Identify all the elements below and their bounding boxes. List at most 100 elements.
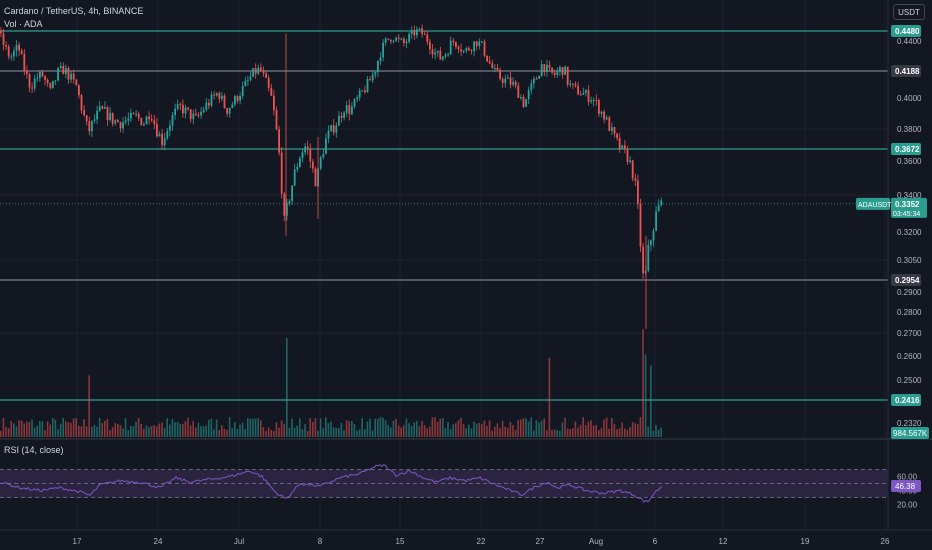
currency-button[interactable]: USDT: [893, 4, 925, 20]
volume-bar: [533, 430, 535, 437]
candle-body: [2, 33, 5, 46]
candle: [444, 52, 447, 59]
price-level-label[interactable]: 0.4188: [891, 65, 921, 77]
candle-body: [114, 120, 117, 124]
candle: [278, 125, 280, 156]
candle: [564, 65, 566, 75]
volume-bar: [540, 420, 543, 437]
price-level-label[interactable]: 0.4480: [891, 25, 921, 37]
candle: [54, 80, 57, 85]
volume-bar: [483, 420, 486, 437]
candle: [543, 63, 546, 77]
candle: [660, 197, 663, 207]
volume-bar: [96, 426, 98, 437]
volume-bar: [468, 424, 470, 437]
candle-body: [254, 68, 257, 74]
volume-bar: [202, 426, 205, 437]
volume-bar: [301, 429, 304, 437]
candle: [390, 39, 392, 45]
candle-body: [530, 83, 533, 91]
volume-bar: [598, 430, 600, 437]
candle: [31, 82, 33, 94]
volume-bar: [26, 421, 28, 437]
candle-body: [491, 63, 494, 69]
candle-body: [501, 79, 504, 84]
candle-body: [546, 64, 548, 73]
price-level-label[interactable]: 0.2954: [891, 274, 921, 286]
candle: [127, 112, 130, 126]
volume-bar: [288, 427, 291, 437]
volume-bar: [507, 427, 509, 437]
candle: [639, 198, 642, 253]
volume-bar: [299, 418, 301, 437]
volume-bar: [119, 425, 122, 437]
candle-body: [514, 82, 517, 86]
candle-body: [564, 66, 566, 75]
candle-body: [585, 90, 587, 93]
volume-bar: [371, 430, 374, 437]
volume-bar: [548, 357, 551, 437]
price-level-label[interactable]: 0.2416: [891, 394, 921, 406]
candle-body: [434, 52, 436, 55]
candle: [273, 90, 275, 116]
volume-bar: [59, 423, 62, 437]
price-level-label[interactable]: 0.3672: [891, 143, 921, 155]
candle: [439, 46, 442, 61]
volume-bar: [137, 418, 140, 437]
candle-body: [39, 71, 41, 79]
candle-body: [618, 138, 621, 149]
volume-bar: [351, 421, 353, 437]
candle-body: [59, 65, 62, 69]
candle-body: [626, 149, 629, 162]
current-price-badge[interactable]: ADAUSDT 0.3352 03:45:34: [856, 197, 927, 218]
volume-bar: [265, 430, 267, 437]
candle: [410, 26, 413, 39]
candle: [374, 71, 377, 79]
candle-body: [369, 79, 371, 81]
candle: [221, 92, 223, 102]
candle-body: [176, 104, 179, 109]
candle: [182, 99, 184, 118]
candle: [41, 69, 44, 78]
volume-bar: [655, 425, 657, 437]
candle: [387, 38, 390, 41]
candle: [520, 94, 522, 101]
candle: [629, 156, 631, 164]
candle: [296, 162, 299, 173]
volume-bar: [23, 423, 25, 437]
candle-body: [592, 99, 595, 101]
candle-body: [348, 105, 351, 115]
candle-body: [197, 114, 200, 116]
candle-body: [330, 125, 332, 131]
candle: [101, 105, 104, 110]
candle: [83, 105, 85, 117]
candle: [561, 66, 564, 79]
candle: [111, 112, 114, 127]
volume-bar: [647, 426, 649, 437]
candle-body: [639, 203, 642, 247]
countdown-text: 03:45:34: [893, 211, 920, 218]
candle: [239, 92, 241, 105]
candle: [213, 91, 215, 100]
candle: [85, 114, 88, 126]
candle-body: [657, 205, 660, 212]
candle-body: [319, 157, 322, 169]
volume-bar: [296, 425, 298, 437]
time-tick-label: 27: [536, 537, 545, 546]
candle-body: [616, 133, 618, 139]
candle-body: [156, 124, 158, 137]
candle-body: [205, 102, 208, 110]
volume-bar: [553, 429, 556, 437]
symbol-title: Cardano / TetherUS, 4h, BINANCE: [4, 6, 144, 16]
volume-bar: [317, 430, 319, 437]
candle: [517, 82, 520, 98]
candle: [400, 37, 403, 41]
candle: [109, 106, 111, 122]
volume-bar: [512, 424, 514, 437]
volume-bar: [652, 430, 655, 437]
candle-body: [44, 76, 46, 81]
candle-body: [304, 146, 306, 153]
candle: [431, 43, 434, 59]
